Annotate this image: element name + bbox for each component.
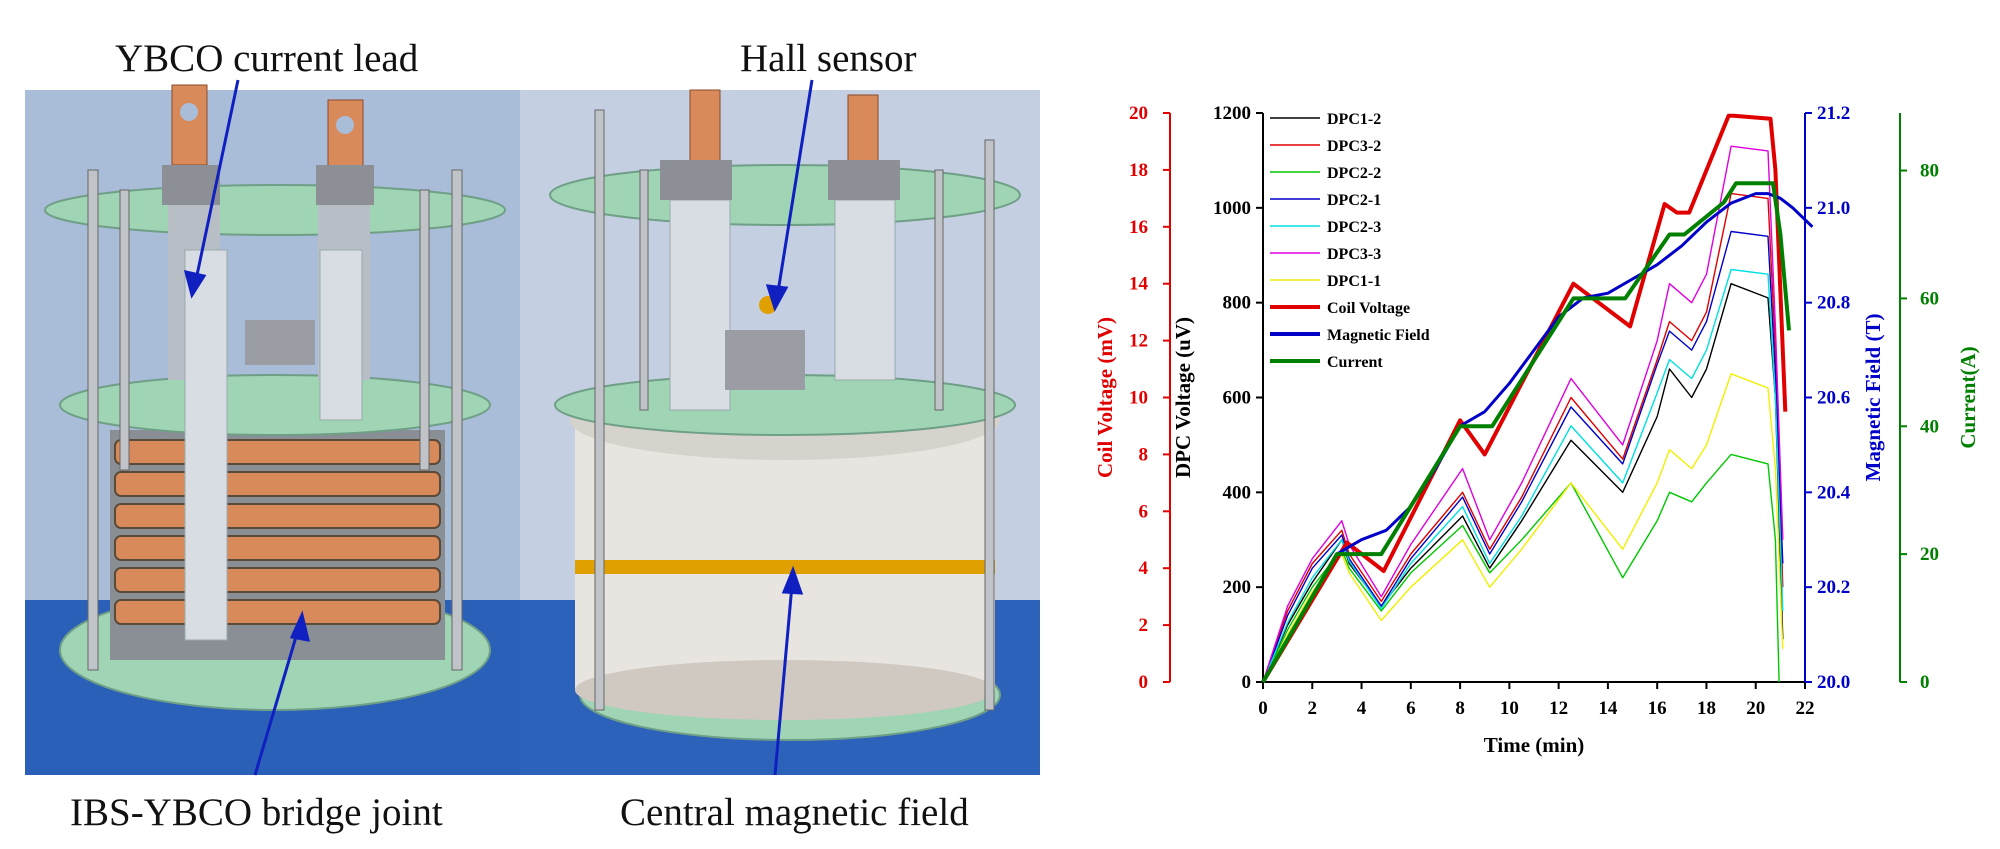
coil-tick-label: 6: [1139, 501, 1149, 522]
coil-tick-label: 0: [1139, 672, 1149, 693]
dpc-tick-label: 1200: [1213, 103, 1251, 124]
x-tick-label: 2: [1308, 698, 1318, 719]
current-axis-label: Current(A): [1956, 346, 1980, 448]
legend-label: DPC2-2: [1327, 165, 1381, 182]
legend-label: DPC2-3: [1327, 219, 1381, 236]
legend-label: DPC1-2: [1327, 111, 1381, 128]
field-tick-label: 21.2: [1817, 103, 1850, 124]
chart-legend: DPC1-2 DPC3-2 DPC2-2 DPC2-1 DPC2-3 DPC3-3 DPC1…: [1270, 111, 1430, 371]
legend-label: Current: [1327, 354, 1383, 371]
coil-axis-label: Coil Voltage (mV): [1093, 317, 1117, 478]
current-tick-label: 20: [1920, 544, 1939, 565]
chart-axes: 0 2 4 6 8 10 12 14 16 18 20 22020040060080010001200…: [1093, 103, 1980, 719]
legend-label: DPC3-3: [1327, 246, 1381, 263]
arrow-ybco-lead: [194, 79, 240, 281]
dpc-tick-label: 400: [1223, 482, 1252, 503]
legend-label: Coil Voltage: [1327, 300, 1410, 317]
x-tick-label: 22: [1796, 698, 1815, 719]
x-tick-label: 10: [1500, 698, 1519, 719]
x-tick-label: 6: [1406, 698, 1416, 719]
x-tick-label: 18: [1697, 698, 1716, 719]
current-tick-label: 0: [1920, 672, 1930, 693]
legend-label: Magnetic Field: [1327, 327, 1430, 344]
series-line-dpc3-3: [1262, 145, 1784, 683]
coil-tick-label: 14: [1129, 274, 1149, 295]
x-tick-label: 12: [1549, 698, 1568, 719]
arrow-hall-sensor-head: [765, 284, 789, 312]
left-assembly: [44, 84, 506, 711]
label-central-magnetic-field: Central magnetic field: [620, 791, 969, 834]
dpc-tick-label: 1000: [1213, 198, 1251, 219]
x-tick-label: 4: [1357, 698, 1367, 719]
series-line-dpc2-3: [1262, 268, 1784, 683]
field-tick-label: 20.2: [1817, 577, 1850, 598]
field-tick-label: 20.4: [1817, 482, 1851, 503]
arrow-bridge-joint-head: [289, 610, 310, 642]
photo-panel: YBCO current lead Hall sensor IBS-YBCO b…: [25, 37, 1040, 834]
current-tick-label: 80: [1920, 161, 1939, 182]
legend-label: DPC2-1: [1327, 192, 1381, 209]
legend-label: DPC3-2: [1327, 138, 1381, 155]
chart-series: [1261, 113, 1814, 684]
dpc-axis-label: DPC Voltage (uV): [1171, 317, 1195, 478]
x-tick-label: 8: [1455, 698, 1465, 719]
dpc-tick-label: 600: [1223, 388, 1252, 409]
label-bridge-joint: IBS-YBCO bridge joint: [70, 791, 443, 834]
coil-tick-label: 20: [1129, 103, 1148, 124]
series-line-dpc1-1: [1262, 373, 1784, 683]
x-tick-label: 20: [1746, 698, 1765, 719]
current-tick-label: 40: [1920, 416, 1939, 437]
arrow-bridge-joint: [253, 629, 300, 776]
right-assembly: [549, 89, 1021, 741]
coil-tick-label: 8: [1139, 444, 1149, 465]
coil-assembly-photo: [25, 79, 1040, 776]
x-axis-label: Time (min): [1484, 733, 1585, 757]
field-tick-label: 20.8: [1817, 293, 1850, 314]
field-tick-label: 20.6: [1817, 388, 1850, 409]
legend-label: DPC1-1: [1327, 273, 1381, 290]
series-line-dpc2-1: [1262, 230, 1784, 683]
coil-tick-label: 2: [1139, 615, 1149, 636]
arrow-central-field: [773, 584, 794, 776]
arrow-ybco-lead-head: [183, 270, 207, 299]
annotation-arrows: [183, 79, 814, 776]
series-line-current: [1261, 181, 1791, 684]
x-tick-label: 14: [1598, 698, 1618, 719]
field-axis-label: Magnetic Field (T): [1861, 314, 1885, 482]
coil-tick-label: 12: [1129, 331, 1148, 352]
arrow-hall-sensor: [776, 79, 814, 293]
label-hall-sensor: Hall sensor: [740, 37, 917, 80]
current-tick-label: 60: [1920, 288, 1939, 309]
dpc-tick-label: 200: [1223, 577, 1252, 598]
series-line-coil-voltage: [1261, 113, 1788, 684]
arrow-central-field-head: [781, 565, 804, 595]
coil-tick-label: 10: [1129, 388, 1148, 409]
field-tick-label: 21.0: [1817, 198, 1850, 219]
coil-tick-label: 4: [1139, 558, 1149, 579]
coil-tick-label: 16: [1129, 217, 1148, 238]
series-line-dpc2-2: [1262, 453, 1780, 683]
series-line-dpc3-2: [1262, 192, 1784, 683]
label-ybco-current-lead: YBCO current lead: [115, 37, 419, 80]
series-line-magnetic-field: [1261, 192, 1814, 683]
dpc-tick-label: 800: [1223, 293, 1252, 314]
coil-tick-label: 18: [1129, 160, 1148, 181]
x-tick-label: 0: [1258, 698, 1268, 719]
dpc-tick-label: 0: [1242, 672, 1252, 693]
x-tick-label: 16: [1648, 698, 1667, 719]
field-tick-label: 20.0: [1817, 672, 1850, 693]
voltage-field-chart: 0 2 4 6 8 10 12 14 16 18 20 22020040060080010001200…: [1093, 103, 1980, 757]
